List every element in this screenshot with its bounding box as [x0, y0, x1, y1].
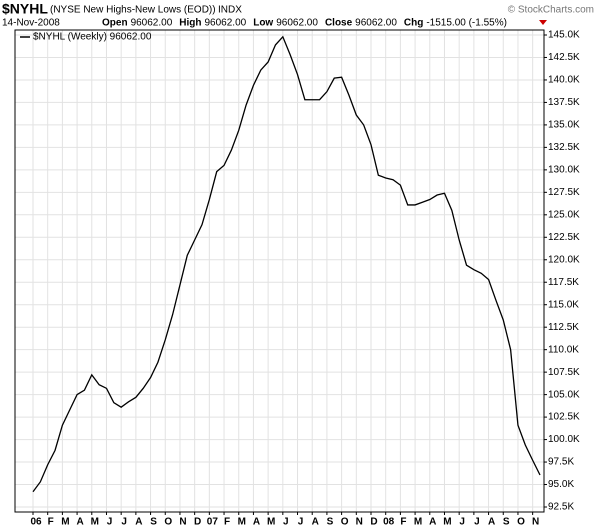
y-tick-label: 117.5K [548, 277, 579, 288]
y-tick-label: 142.5K [548, 52, 580, 63]
quote-value: 96062.00 [276, 18, 318, 29]
quote-label: Close [325, 18, 353, 29]
x-tick-label: M [91, 517, 99, 528]
x-tick-label: S [503, 517, 510, 528]
x-tick-label: O [517, 517, 525, 528]
quote-label: Open [102, 18, 128, 29]
x-tick-label: S [327, 517, 334, 528]
quote-label: Chg [404, 18, 423, 29]
x-tick-label: J [107, 517, 113, 528]
symbol: $NYHL [2, 1, 48, 17]
x-tick-label: J [283, 517, 289, 528]
x-tick-label: F [48, 517, 54, 528]
plot-frame [14, 29, 545, 513]
quote-value: 96062.00 [355, 18, 397, 29]
x-tick-label: M [238, 517, 246, 528]
credit: © StockCharts.com [508, 5, 594, 16]
x-tick-label: D [370, 517, 377, 528]
y-tick-label: 130.0K [548, 164, 580, 175]
quote-label: Low [253, 18, 273, 29]
x-tick-label: O [341, 517, 349, 528]
date: 14-Nov-2008 [2, 18, 60, 29]
x-tick-label: M [267, 517, 275, 528]
y-tick-label: 97.5K [548, 457, 574, 468]
x-tick-label: J [121, 517, 127, 528]
y-tick-label: 102.5K [548, 412, 580, 423]
x-tick-label: M [414, 517, 422, 528]
quote-label: High [179, 18, 201, 29]
series-line [32, 35, 541, 493]
quote-value: 96062.00 [205, 18, 247, 29]
x-tick-label: J [298, 517, 304, 528]
x-tick-label: 08 [383, 517, 395, 528]
x-tick-label: A [76, 517, 83, 528]
y-tick-label: 132.5K [548, 142, 580, 153]
y-tick-label: 140.0K [548, 75, 580, 86]
y-tick-label: 145.0K [548, 30, 580, 41]
quote-value: -1515.00 (-1.55%) [426, 18, 507, 29]
exchange: INDX [218, 5, 242, 16]
y-tick-label: 115.0K [548, 299, 579, 310]
y-tick-label: 112.5K [548, 322, 579, 333]
y-tick-label: 110.0K [548, 344, 579, 355]
x-tick-label: S [150, 517, 157, 528]
x-tick-label: N [356, 517, 363, 528]
y-tick-label: 127.5K [548, 187, 580, 198]
y-tick-label: 120.0K [548, 254, 580, 265]
x-tick-label: A [253, 517, 260, 528]
y-tick-label: 125.0K [548, 209, 580, 220]
y-tick-label: 95.0K [548, 479, 574, 490]
x-tick-label: F [224, 517, 230, 528]
down-arrow [539, 20, 547, 25]
x-tick-label: N [179, 517, 186, 528]
x-tick-label: A [312, 517, 319, 528]
legend-label: $NYHL (Weekly) 96062.00 [33, 32, 152, 43]
y-tick-label: 137.5K [548, 97, 580, 108]
description: (NYSE New Highs-New Lows (EOD)) [50, 5, 216, 16]
x-tick-label: A [429, 517, 436, 528]
quote-value: 96062.00 [131, 18, 173, 29]
quote: Open 96062.00 High 96062.00 Low 96062.00 Close… [102, 18, 507, 29]
y-tick-label: 92.5K [548, 502, 574, 513]
y-tick-label: 122.5K [548, 232, 580, 243]
y-tick-label: 105.0K [548, 389, 580, 400]
x-tick-label: J [459, 517, 465, 528]
x-tick-label: O [164, 517, 172, 528]
x-tick-label: D [194, 517, 201, 528]
y-tick-label: 107.5K [548, 367, 580, 378]
y-tick-label: 135.0K [548, 120, 580, 131]
x-tick-label: N [532, 517, 539, 528]
x-tick-label: M [61, 517, 69, 528]
x-tick-label: 07 [207, 517, 219, 528]
x-tick-label: F [400, 517, 406, 528]
x-tick-label: 06 [30, 517, 42, 528]
x-tick-label: J [474, 517, 480, 528]
x-tick-label: M [443, 517, 451, 528]
y-tick-label: 100.0K [548, 434, 580, 445]
x-tick-label: A [488, 517, 495, 528]
x-tick-label: A [135, 517, 142, 528]
